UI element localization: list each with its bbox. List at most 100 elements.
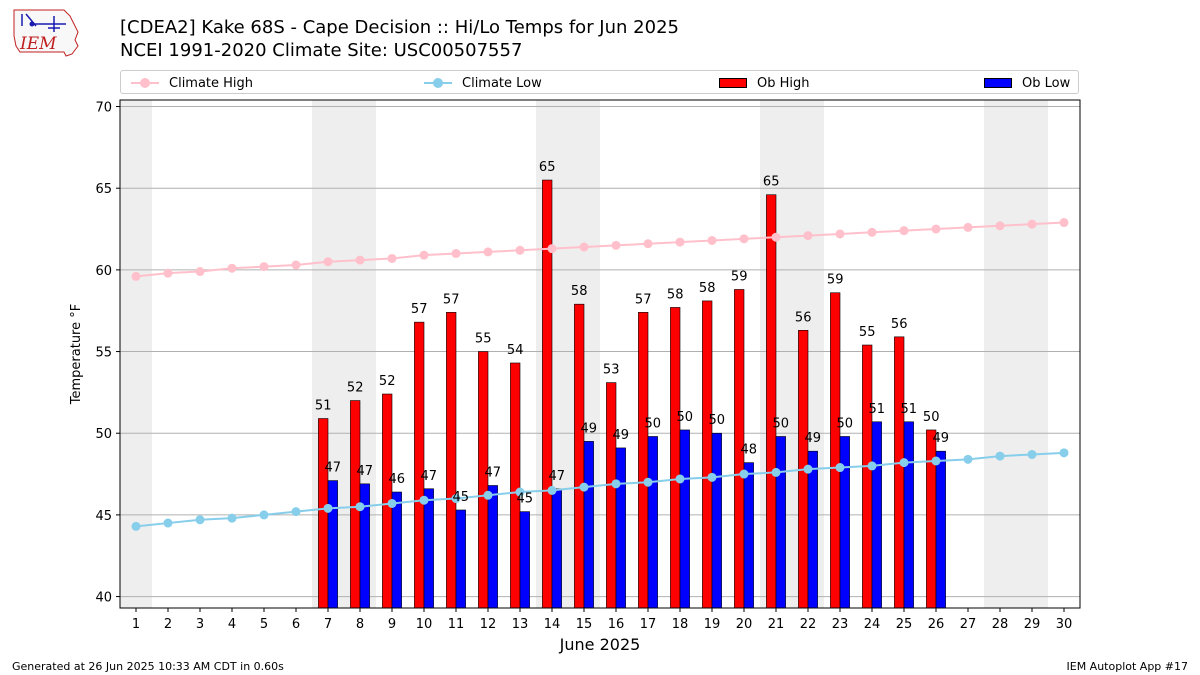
climate-high-point-day-13 bbox=[515, 245, 525, 255]
climate-low-point-day-6 bbox=[291, 507, 301, 517]
legend-item-climate-low: Climate Low bbox=[424, 71, 542, 95]
ob-low-bar-day-21 bbox=[775, 436, 786, 609]
xtick-label-25: 25 bbox=[896, 617, 913, 632]
ob-high-bar-day-14 bbox=[542, 179, 553, 609]
ob-low-bar-day-11 bbox=[455, 509, 466, 609]
iem-logo: IEM bbox=[13, 9, 79, 57]
ob-low-label-day-15: 49 bbox=[581, 421, 598, 436]
app-credit: IEM Autoplot App #17 bbox=[1066, 660, 1189, 673]
legend-label-ob-high: Ob High bbox=[757, 75, 810, 91]
climate-high-point-day-25 bbox=[899, 226, 909, 236]
climate-low-point-day-21 bbox=[771, 467, 781, 477]
ob-high-bar-day-10 bbox=[414, 321, 425, 609]
climate-high-point-day-20 bbox=[739, 234, 749, 244]
xtick-label-9: 9 bbox=[388, 617, 396, 632]
ob-low-label-day-7: 47 bbox=[325, 461, 342, 476]
climate-low-point-day-30 bbox=[1059, 448, 1069, 458]
xtick-label-29: 29 bbox=[1024, 617, 1041, 632]
ob-high-label-day-13: 54 bbox=[507, 343, 524, 358]
ob-low-bar-day-18 bbox=[679, 429, 690, 609]
logo-text: IEM bbox=[19, 34, 57, 54]
weekend-shade-day-28 bbox=[984, 100, 1016, 608]
ob-low-bar-day-22 bbox=[807, 450, 818, 609]
ob-high-label-day-15: 58 bbox=[571, 284, 588, 299]
xtick-label-1: 1 bbox=[132, 617, 140, 632]
climate-low-point-day-17 bbox=[643, 477, 653, 487]
climate-low-point-day-18 bbox=[675, 474, 685, 484]
ob-high-label-day-9: 52 bbox=[379, 374, 396, 389]
climate-high-point-day-14 bbox=[547, 244, 557, 254]
climate-high-point-day-10 bbox=[419, 250, 429, 260]
climate-high-point-day-9 bbox=[387, 253, 397, 263]
climate-high-point-day-30 bbox=[1059, 218, 1069, 228]
climate-low-point-day-12 bbox=[483, 490, 493, 500]
ob-low-bar-day-15 bbox=[583, 441, 594, 609]
ob-high-label-day-26: 50 bbox=[923, 410, 940, 425]
ob-low-bar-day-26 bbox=[935, 450, 946, 609]
climate-low-point-day-24 bbox=[867, 461, 877, 471]
climate-low-point-day-27 bbox=[963, 454, 973, 464]
legend: Climate High Climate Low Ob High Ob Low bbox=[120, 70, 1079, 94]
ob-high-bar-day-7 bbox=[318, 418, 329, 609]
ob-low-bar-day-7 bbox=[327, 480, 338, 609]
ob-high-bar-day-23 bbox=[830, 292, 841, 609]
xtick-label-12: 12 bbox=[480, 617, 497, 632]
ob-high-bar-day-18 bbox=[670, 307, 681, 609]
ytick-label-70: 70 bbox=[95, 101, 112, 116]
ob-low-swatch bbox=[984, 78, 1012, 88]
climate-high-point-day-6 bbox=[291, 260, 301, 270]
climate-high-point-day-16 bbox=[611, 240, 621, 250]
climate-high-point-day-1 bbox=[131, 271, 141, 281]
climate-low-point-day-20 bbox=[739, 469, 749, 479]
ob-low-bar-day-23 bbox=[839, 436, 850, 609]
xtick-label-16: 16 bbox=[608, 617, 625, 632]
climate-low-point-day-26 bbox=[931, 456, 941, 466]
xtick-label-15: 15 bbox=[576, 617, 593, 632]
ob-low-label-day-9: 46 bbox=[389, 472, 406, 487]
x-axis-label: June 2025 bbox=[559, 635, 641, 654]
xtick-label-18: 18 bbox=[672, 617, 689, 632]
generated-note: Generated at 26 Jun 2025 10:33 AM CDT in… bbox=[12, 660, 284, 673]
ob-low-bar-day-10 bbox=[423, 488, 434, 609]
ob-high-label-day-20: 59 bbox=[731, 269, 748, 284]
ytick-label-40: 40 bbox=[95, 591, 112, 606]
climate-low-point-day-3 bbox=[195, 515, 205, 525]
climate-high-point-day-2 bbox=[163, 268, 173, 278]
ob-low-label-day-8: 47 bbox=[357, 464, 374, 479]
climate-high-point-day-17 bbox=[643, 239, 653, 249]
plot-frame bbox=[119, 99, 1081, 609]
climate-low-point-day-2 bbox=[163, 518, 173, 528]
climate-low-point-day-28 bbox=[995, 451, 1005, 461]
ob-low-label-day-16: 49 bbox=[613, 428, 630, 443]
ob-low-label-day-23: 50 bbox=[837, 416, 854, 431]
climate-high-point-day-23 bbox=[835, 229, 845, 239]
ob-high-label-day-11: 57 bbox=[443, 292, 460, 307]
climate-low-point-day-13 bbox=[515, 487, 525, 497]
ob-low-label-day-19: 50 bbox=[709, 413, 726, 428]
climate-low-point-day-25 bbox=[899, 458, 909, 468]
climate-high-point-day-29 bbox=[1027, 219, 1037, 229]
ob-low-bar-day-12 bbox=[487, 485, 498, 609]
climate-high-point-day-21 bbox=[771, 232, 781, 242]
climate-low-point-day-29 bbox=[1027, 449, 1037, 459]
ob-high-bar-day-19 bbox=[702, 300, 713, 609]
ob-high-label-day-24: 55 bbox=[859, 325, 876, 340]
xtick-label-5: 5 bbox=[260, 617, 268, 632]
ob-high-bar-day-13 bbox=[510, 362, 521, 609]
xtick-label-21: 21 bbox=[768, 617, 785, 632]
ob-high-label-day-22: 56 bbox=[795, 310, 812, 325]
climate-high-swatch bbox=[131, 77, 159, 89]
climate-low-point-day-8 bbox=[355, 502, 365, 512]
xtick-label-28: 28 bbox=[992, 617, 1009, 632]
chart-title: [CDEA2] Kake 68S - Cape Decision :: Hi/L… bbox=[120, 17, 679, 38]
ob-low-label-day-21: 50 bbox=[773, 416, 790, 431]
ob-high-bar-day-16 bbox=[606, 382, 617, 609]
climate-low-point-day-11 bbox=[451, 494, 461, 504]
legend-label-climate-low: Climate Low bbox=[462, 75, 542, 91]
climate-high-point-day-26 bbox=[931, 224, 941, 234]
ob-low-bar-day-16 bbox=[615, 447, 626, 609]
xtick-label-8: 8 bbox=[356, 617, 364, 632]
climate-low-point-day-22 bbox=[803, 464, 813, 474]
ob-high-label-day-18: 58 bbox=[667, 287, 684, 302]
ob-low-label-day-24: 51 bbox=[869, 402, 886, 417]
